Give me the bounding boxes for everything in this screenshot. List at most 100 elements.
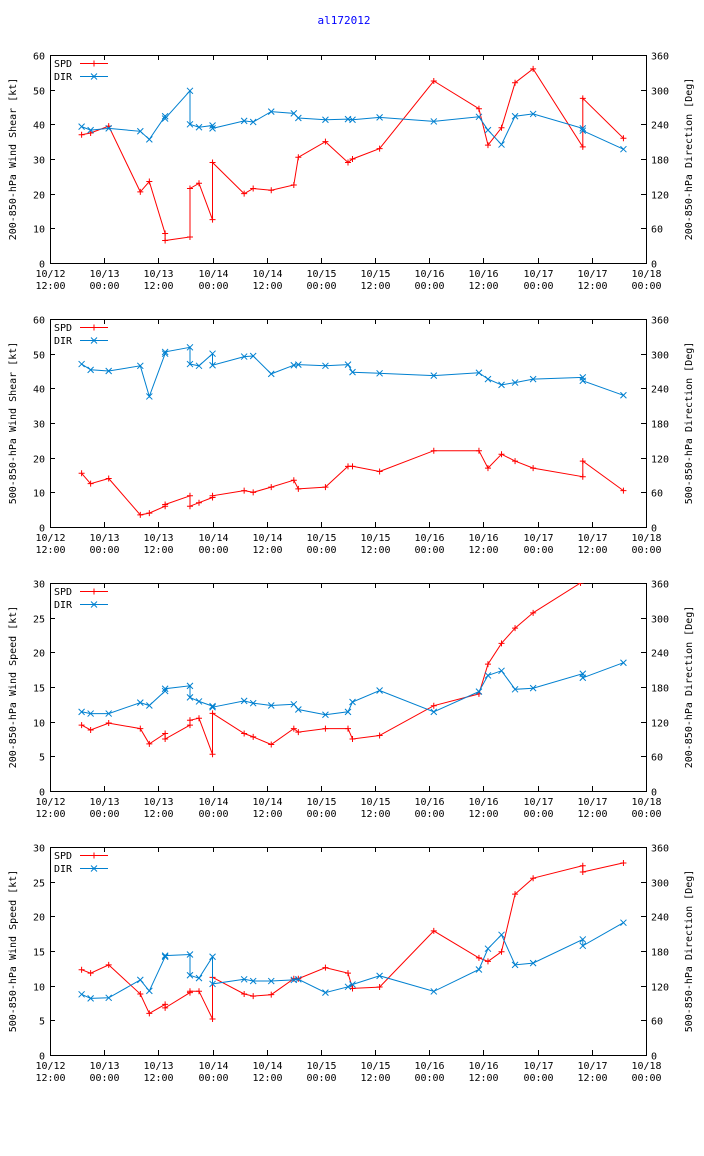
x-tick-time-label: 12:00: [577, 809, 607, 820]
legend: SPD DIR: [54, 851, 108, 875]
y2-tick-label: 60: [651, 1017, 663, 1028]
dir-point: [294, 361, 302, 368]
legend-spd-label: SPD: [54, 851, 72, 862]
x-tick-time-label: 00:00: [198, 809, 228, 820]
y-tick-label: 50: [33, 351, 45, 362]
x-tick-date-label: 10/13: [143, 533, 173, 544]
spd-point: [475, 105, 482, 112]
dir-point: [105, 367, 113, 375]
dir-point: [344, 708, 352, 716]
spd-point: [512, 458, 519, 465]
dir-point: [249, 352, 257, 360]
chart-panel-1: 010203040506006012018024030036010/1212:0…: [8, 52, 695, 293]
dir-point: [186, 682, 194, 690]
spd-point: [579, 862, 586, 869]
spd-point: [498, 451, 505, 458]
x-tick-date-label: 10/12: [35, 797, 65, 808]
y2-tick-label: 0: [651, 260, 657, 271]
spd-point: [137, 511, 144, 518]
spd-point: [87, 130, 94, 136]
dir-point: [620, 391, 627, 399]
spd-point: [78, 131, 85, 138]
y2-tick-label: 180: [651, 948, 669, 959]
y2-tick-label: 360: [651, 52, 669, 63]
spd-point: [484, 958, 491, 965]
x-tick-date-label: 10/13: [143, 269, 173, 280]
dir-point: [240, 117, 248, 125]
y2-tick-label: 0: [651, 788, 657, 799]
spd-point: [530, 609, 537, 616]
spd-point: [498, 124, 505, 131]
dir-point: [161, 953, 169, 961]
y-tick-label: 20: [33, 913, 45, 924]
spd-point: [137, 725, 144, 732]
dir-point: [484, 945, 492, 953]
dir-point: [579, 127, 587, 135]
x-tick-time-label: 12:00: [35, 545, 65, 556]
x-tick-time-label: 12:00: [468, 281, 498, 292]
spd-point: [268, 187, 275, 194]
x-tick-time-label: 12:00: [468, 809, 498, 820]
y2-tick-label: 0: [651, 1052, 657, 1063]
spd-point: [577, 583, 584, 586]
x-tick-date-label: 10/16: [414, 269, 444, 280]
x-tick-date-label: 10/17: [523, 797, 553, 808]
spd-point: [430, 78, 437, 84]
y2-tick-label: 120: [651, 455, 669, 466]
x-tick-date-label: 10/15: [360, 269, 390, 280]
x-tick-date-label: 10/13: [89, 797, 119, 808]
legend-dir-label: DIR: [54, 864, 73, 875]
dir-point: [136, 127, 144, 135]
dir-point: [78, 990, 85, 998]
spd-point: [579, 868, 586, 875]
chart-panel-4: 05101520253006012018024030036010/1212:00…: [8, 844, 695, 1085]
dir-point: [136, 362, 144, 370]
y2-tick-label: 60: [651, 489, 663, 500]
dir-point: [267, 370, 275, 378]
dir-point: [511, 112, 519, 120]
x-tick-date-label: 10/17: [577, 797, 607, 808]
y-tick-label: 25: [33, 879, 45, 890]
dir-point: [579, 936, 587, 943]
dir-point: [209, 980, 216, 988]
dir-point: [240, 697, 248, 705]
x-tick-date-label: 10/17: [577, 269, 607, 280]
x-tick-date-label: 10/14: [198, 1061, 228, 1072]
y2-tick-label: 120: [651, 983, 669, 994]
y2-tick-label: 180: [651, 420, 669, 431]
y-tick-label: 60: [33, 52, 45, 63]
x-tick-time-label: 00:00: [631, 1073, 661, 1084]
spd-point: [498, 640, 505, 647]
spd-point: [268, 741, 275, 748]
spd-point: [268, 484, 275, 491]
spd-point: [322, 138, 329, 145]
dir-point: [267, 702, 275, 709]
spd-point: [105, 961, 112, 968]
plot-area: [78, 343, 627, 518]
legend-dir-marker: [90, 601, 98, 608]
dir-point: [186, 951, 194, 958]
spd-point: [250, 993, 257, 1000]
x-tick-date-label: 10/13: [89, 1061, 119, 1072]
dir-point: [249, 118, 257, 126]
x-tick-time-label: 12:00: [360, 1073, 390, 1084]
dir-point: [209, 703, 216, 711]
x-tick-date-label: 10/15: [360, 1061, 390, 1072]
spd-point: [162, 730, 169, 737]
plot-frame: [50, 319, 647, 528]
dir-point: [430, 988, 438, 995]
y-tick-label: 20: [33, 191, 45, 202]
y-tick-label: 15: [33, 948, 45, 959]
dir-point: [376, 687, 383, 694]
legend-spd-label: SPD: [54, 587, 72, 598]
dir-point: [430, 372, 438, 379]
x-tick-date-label: 10/16: [414, 797, 444, 808]
chart-panel-3: 05101520253006012018024030036010/1212:00…: [8, 580, 695, 821]
x-tick-time-label: 12:00: [360, 809, 390, 820]
x-tick-date-label: 10/14: [252, 797, 282, 808]
dir-series-line: [81, 922, 624, 999]
dir-point: [195, 974, 203, 982]
spd-point: [137, 188, 144, 195]
spd-point: [376, 984, 383, 991]
spd-point: [146, 1010, 153, 1017]
